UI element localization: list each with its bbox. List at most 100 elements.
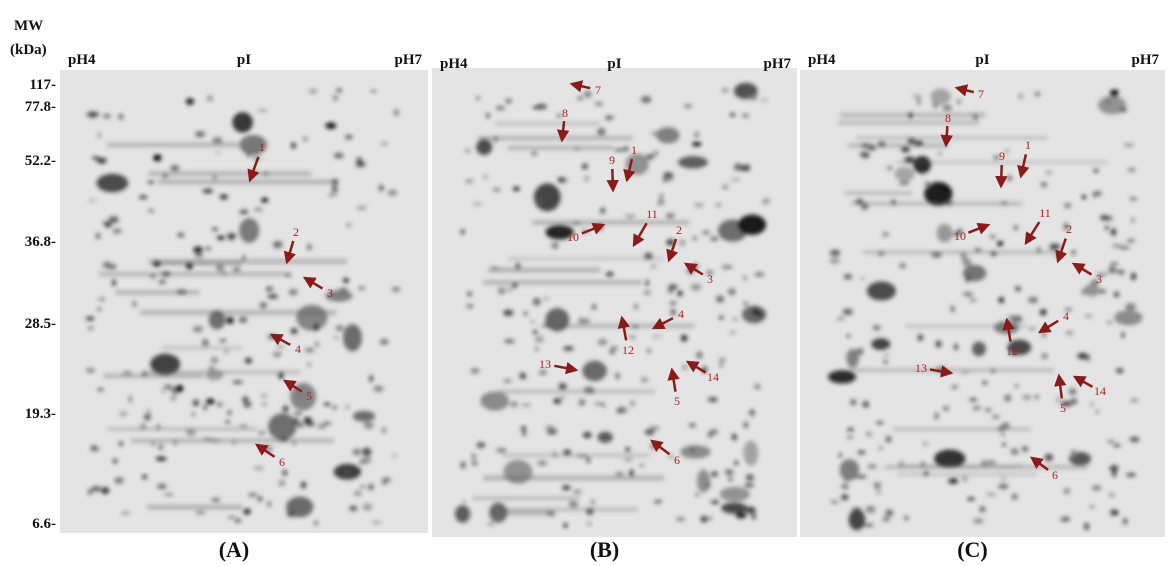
spot	[885, 509, 894, 517]
spot	[1064, 308, 1072, 311]
spot	[259, 302, 267, 309]
spot	[1063, 223, 1069, 231]
ph-left: pH4	[808, 52, 836, 68]
spot	[863, 523, 874, 527]
spot	[132, 300, 137, 308]
spot	[827, 370, 857, 384]
streak	[483, 475, 664, 481]
spot	[907, 138, 916, 144]
spot	[112, 279, 116, 287]
spot	[253, 207, 263, 212]
arrow	[556, 120, 570, 143]
spot	[1114, 310, 1143, 326]
spot	[989, 234, 997, 239]
spot	[969, 398, 977, 402]
spot	[1099, 215, 1109, 221]
arrow-label: 3	[707, 272, 713, 286]
spot	[991, 415, 1000, 419]
spot	[710, 499, 720, 505]
spot	[677, 290, 683, 297]
arrow	[1054, 373, 1067, 399]
spot	[951, 385, 958, 389]
spot	[553, 398, 562, 404]
spot	[1108, 266, 1115, 270]
spot	[1049, 243, 1061, 250]
spot	[362, 447, 372, 453]
arrow	[651, 317, 674, 330]
spot	[464, 148, 471, 154]
spot	[1001, 477, 1006, 481]
spot	[690, 283, 702, 291]
spot	[495, 105, 506, 111]
spot	[98, 297, 107, 302]
arrow-label: 7	[595, 83, 601, 97]
spot	[652, 131, 657, 136]
spot	[368, 483, 374, 491]
spot	[102, 113, 111, 119]
spot	[1110, 228, 1117, 236]
streak	[107, 427, 257, 431]
arrow	[554, 361, 579, 375]
spot	[754, 272, 765, 276]
spot	[492, 188, 501, 192]
spot	[683, 104, 692, 108]
spot	[505, 99, 512, 103]
spot	[1004, 394, 1012, 402]
spot	[694, 131, 700, 139]
spot	[1000, 433, 1005, 436]
spot	[842, 308, 853, 315]
spot	[1013, 225, 1019, 231]
arrow	[929, 365, 954, 378]
spot	[325, 122, 337, 130]
spot	[508, 286, 513, 292]
spot	[195, 254, 204, 258]
streak	[130, 438, 335, 443]
arrow	[254, 443, 276, 458]
arrow	[283, 240, 296, 265]
spot	[942, 105, 953, 111]
spot	[594, 102, 604, 106]
spot	[1039, 309, 1047, 316]
spot	[563, 346, 574, 351]
spot	[629, 469, 634, 477]
spot	[114, 477, 124, 484]
spot	[532, 106, 540, 109]
spot	[138, 195, 148, 199]
spot	[120, 511, 131, 515]
spot	[147, 180, 155, 184]
spot	[1112, 444, 1121, 447]
spot	[1112, 470, 1117, 477]
spot	[667, 288, 674, 294]
spot	[716, 295, 725, 303]
spot	[1105, 270, 1115, 274]
streak	[115, 290, 200, 295]
spot	[228, 233, 235, 241]
spot	[1092, 485, 1102, 491]
spot	[531, 151, 538, 156]
spot	[633, 303, 639, 310]
spot	[545, 225, 574, 240]
arrow-label: 10	[954, 229, 966, 243]
spot	[993, 155, 1000, 160]
spot	[480, 391, 510, 411]
spot	[867, 464, 877, 469]
spot	[1014, 384, 1019, 388]
spot	[930, 88, 951, 105]
spot	[539, 370, 547, 375]
spot	[597, 431, 613, 443]
spot	[639, 464, 644, 467]
spot	[917, 334, 924, 341]
spot	[317, 423, 326, 430]
spot	[871, 338, 891, 350]
streak	[845, 191, 912, 195]
spot	[265, 286, 273, 291]
spot	[706, 270, 713, 275]
arrow-label: 12	[1006, 344, 1018, 358]
arrow	[1029, 456, 1049, 471]
spot	[257, 109, 268, 112]
spot	[97, 307, 102, 312]
spot	[594, 402, 603, 405]
spot	[1096, 273, 1106, 277]
spot	[587, 522, 591, 525]
spot	[572, 489, 582, 494]
